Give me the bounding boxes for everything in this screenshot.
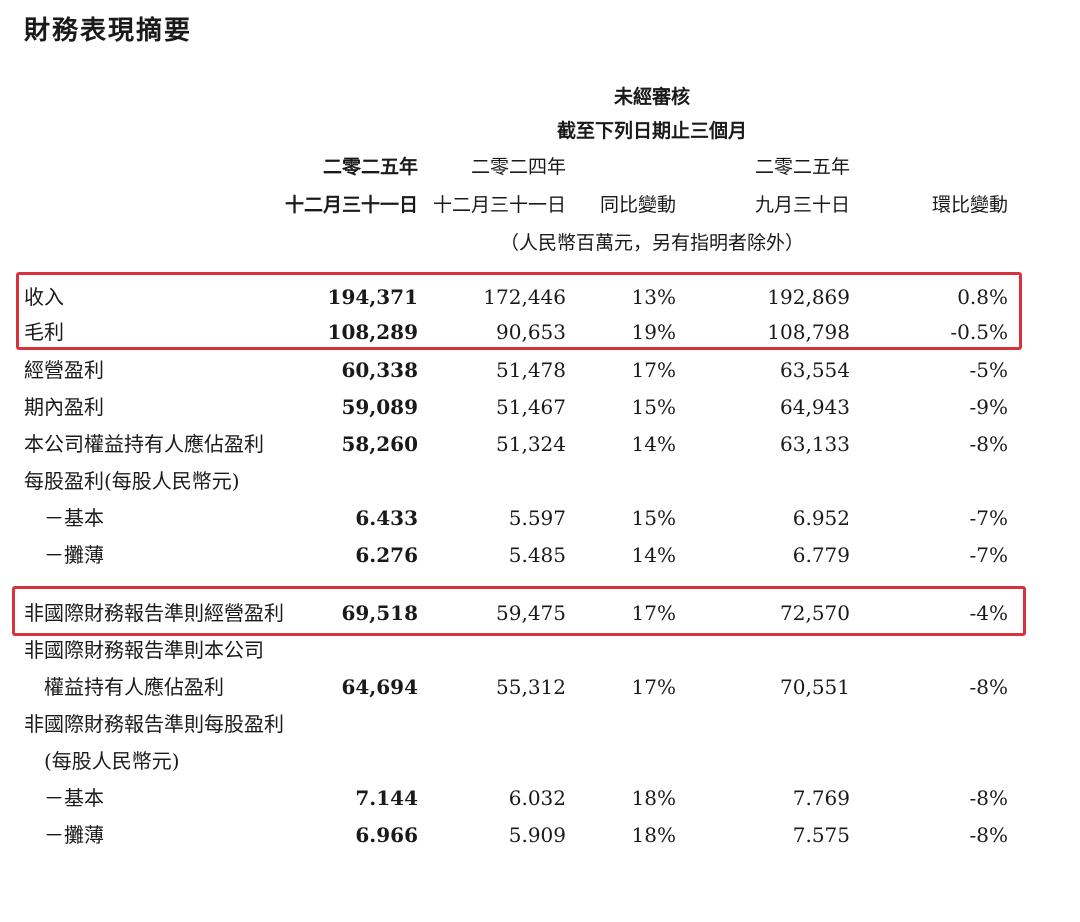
row-label: 經營盈利 [24,358,104,382]
cell-2025-q3: 7.575 [792,823,850,847]
table-row: 期內盈利 59,089 51,467 15% 64,943 -9% [0,389,1080,426]
table-row: (每股人民幣元) [0,743,1080,780]
cell-qoq: -7% [969,543,1009,567]
cell-2025-q3: 72,570 [780,601,850,625]
col4-date: 九月三十日 [754,194,850,216]
cell-2025-q4: 6.433 [355,506,418,530]
row-label: －攤薄 [44,543,104,567]
col3-header: 同比變動 [599,194,676,216]
table-row: －基本 7.144 6.032 18% 7.769 -8% [0,780,1080,817]
cell-yoy: 15% [631,395,676,419]
table-row: 非國際財務報告準則本公司 [0,632,1080,669]
cell-2025-q3: 70,551 [780,675,850,699]
cell-2024-q4: 51,467 [496,395,566,419]
col1-date: 十二月三十一日 [284,194,418,216]
cell-yoy: 18% [631,823,676,847]
unit-note: （人民幣百萬元，另有指明者除外） [499,232,805,254]
cell-2025-q4: 69,518 [341,601,418,625]
cell-qoq: -8% [969,823,1009,847]
row-label: 非國際財務報告準則經營盈利 [24,601,284,625]
cell-2024-q4: 5.597 [508,506,566,530]
cell-qoq: -8% [969,675,1009,699]
cell-2025-q3: 192,869 [767,285,850,309]
cell-2025-q4: 7.144 [355,786,418,810]
row-label: 收入 [24,285,64,309]
cell-yoy: 13% [631,285,676,309]
table-row: －攤薄 6.966 5.909 18% 7.575 -8% [0,817,1080,854]
table-row: 收入 194,371 172,446 13% 192,869 0.8% [0,279,1080,316]
cell-2024-q4: 90,653 [496,320,566,344]
cell-qoq: 0.8% [957,285,1008,309]
cell-qoq: -5% [969,358,1009,382]
col5-header: 環比變動 [931,194,1008,216]
row-label: (每股人民幣元) [44,749,180,773]
row-label: 非國際財務報告準則每股盈利 [24,712,284,736]
row-label: 本公司權益持有人應佔盈利 [24,432,264,456]
cell-2025-q3: 108,798 [767,320,850,344]
col2-year: 二零二四年 [470,156,566,178]
cell-2024-q4: 59,475 [496,601,566,625]
cell-2025-q4: 60,338 [341,358,418,382]
cell-yoy: 18% [631,786,676,810]
cell-yoy: 15% [631,506,676,530]
col1-year: 二零二五年 [322,156,418,178]
cell-qoq: -7% [969,506,1009,530]
cell-2024-q4: 51,324 [496,432,566,456]
cell-2025-q4: 64,694 [341,675,418,699]
cell-2025-q4: 58,260 [341,432,418,456]
row-label: －基本 [44,506,104,530]
cell-qoq: -0.5% [950,320,1008,344]
cell-yoy: 14% [631,543,676,567]
table-row: 每股盈利(每股人民幣元) [0,463,1080,500]
col2-date: 十二月三十一日 [432,194,566,216]
cell-qoq: -8% [969,786,1009,810]
table-row: －攤薄 6.276 5.485 14% 6.779 -7% [0,537,1080,574]
cell-yoy: 14% [631,432,676,456]
cell-yoy: 17% [631,601,676,625]
table-row: 非國際財務報告準則經營盈利 69,518 59,475 17% 72,570 -… [0,595,1080,632]
table-row: 毛利 108,289 90,653 19% 108,798 -0.5% [0,314,1080,351]
cell-2025-q3: 64,943 [780,395,850,419]
cell-2024-q4: 6.032 [508,786,566,810]
cell-yoy: 17% [631,675,676,699]
cell-2024-q4: 172,446 [483,285,566,309]
table-row: 非國際財務報告準則每股盈利 [0,706,1080,743]
cell-yoy: 19% [631,320,676,344]
cell-yoy: 17% [631,358,676,382]
cell-2025-q3: 6.779 [792,543,850,567]
cell-qoq: -4% [969,601,1009,625]
cell-2024-q4: 5.485 [508,543,566,567]
cell-2025-q3: 63,554 [780,358,850,382]
row-label: －基本 [44,786,104,810]
cell-2025-q4: 194,371 [327,285,418,309]
row-label: －攤薄 [44,823,104,847]
unaudited-label: 未經審核 [613,86,691,108]
table-row: －基本 6.433 5.597 15% 6.952 -7% [0,500,1080,537]
row-label: 非國際財務報告準則本公司 [24,638,264,662]
table-row: 權益持有人應佔盈利 64,694 55,312 17% 70,551 -8% [0,669,1080,706]
cell-2025-q3: 63,133 [780,432,850,456]
cell-qoq: -9% [969,395,1009,419]
cell-2025-q4: 6.966 [355,823,418,847]
row-label: 毛利 [24,320,64,344]
period-label: 截至下列日期止三個月 [556,120,748,142]
cell-2025-q4: 59,089 [341,395,418,419]
cell-2024-q4: 55,312 [496,675,566,699]
cell-2024-q4: 5.909 [508,823,566,847]
row-label: 權益持有人應佔盈利 [44,675,224,699]
table-row: 本公司權益持有人應佔盈利 58,260 51,324 14% 63,133 -8… [0,426,1080,463]
table-row: 經營盈利 60,338 51,478 17% 63,554 -5% [0,352,1080,389]
cell-2025-q4: 6.276 [355,543,418,567]
cell-2025-q4: 108,289 [327,320,418,344]
row-label: 每股盈利(每股人民幣元) [24,469,240,493]
cell-2025-q3: 6.952 [792,506,850,530]
cell-2024-q4: 51,478 [496,358,566,382]
col4-year: 二零二五年 [754,156,850,178]
page-title: 財務表現摘要 [24,16,193,46]
cell-qoq: -8% [969,432,1009,456]
cell-2025-q3: 7.769 [792,786,850,810]
row-label: 期內盈利 [24,395,104,419]
